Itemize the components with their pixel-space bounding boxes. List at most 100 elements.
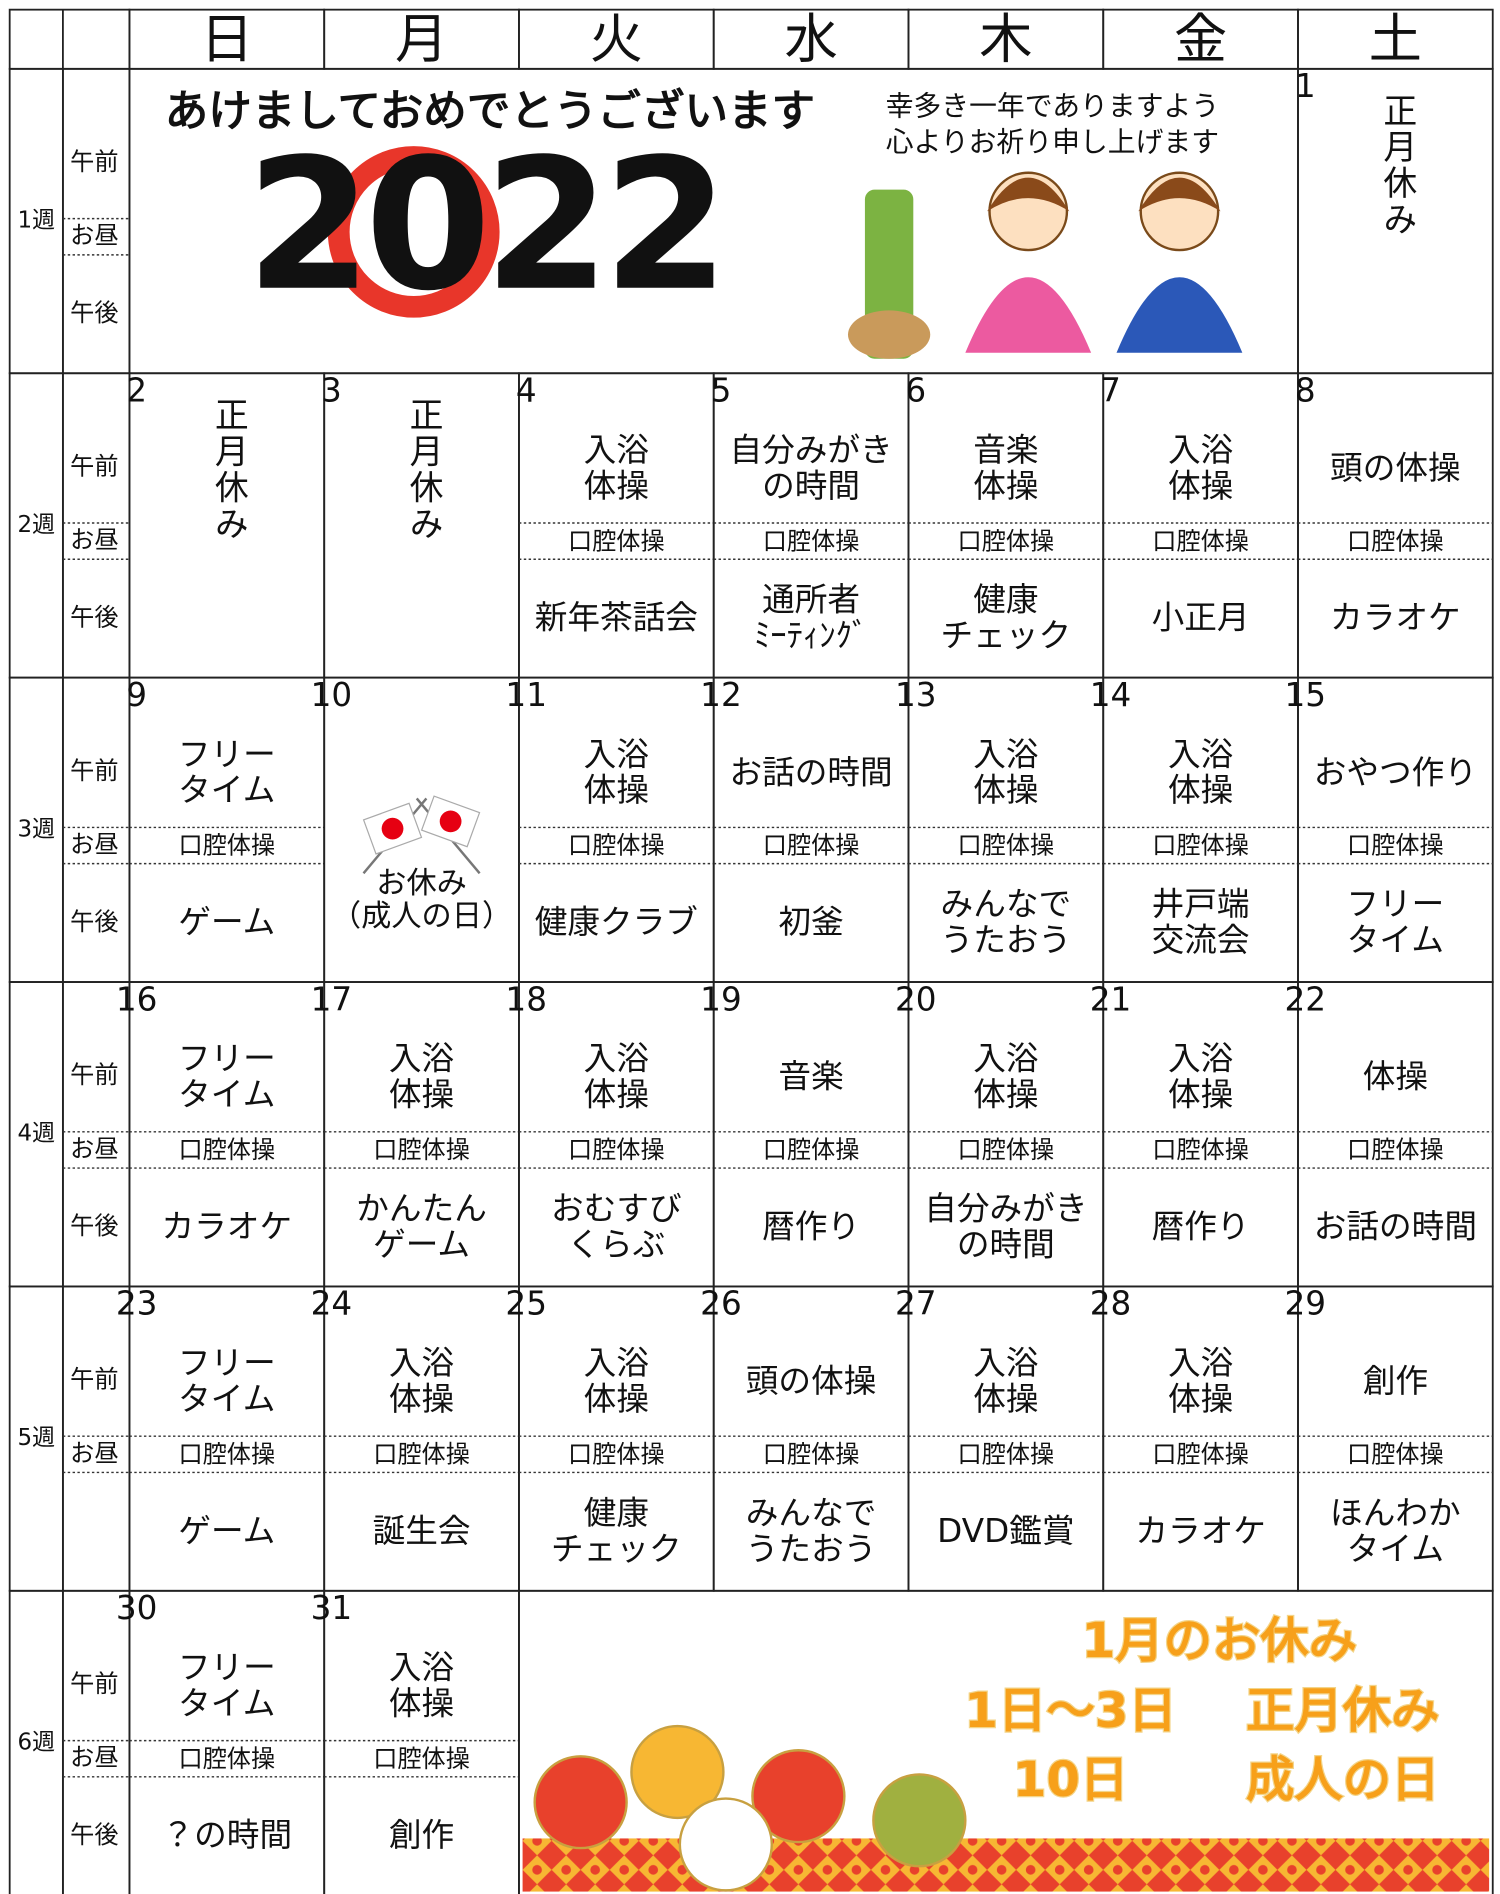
holiday-label: 正月休み: [1378, 93, 1417, 238]
afternoon-activity: うたおう: [746, 1530, 877, 1568]
kid-body: [965, 277, 1092, 353]
afternoon-activity: ほんわか: [1330, 1494, 1461, 1532]
morning-activity: 音楽: [973, 431, 1038, 469]
time-label: 午前: [70, 148, 118, 176]
morning-activity: 体操: [1168, 467, 1233, 505]
afternoon-activity: カラオケ: [1135, 1512, 1266, 1550]
morning-activity: おやつ作り: [1314, 753, 1477, 791]
time-label: 午後: [70, 603, 118, 631]
afternoon-activity: 井戸端: [1152, 885, 1250, 923]
morning-activity: タイム: [178, 1380, 275, 1418]
time-label: お昼: [70, 831, 118, 859]
day-date: 26: [700, 1285, 742, 1323]
morning-activity: フリー: [178, 735, 276, 773]
day-date: 30: [116, 1589, 158, 1627]
notice-item: 正月休み: [1246, 1683, 1440, 1739]
morning-activity: 頭の体操: [746, 1362, 877, 1400]
morning-activity: 入浴: [973, 1344, 1038, 1382]
noon-activity: 口腔体操: [1347, 1136, 1444, 1164]
banner-message: 心よりお祈り申し上げます: [886, 126, 1219, 159]
kadomatsu-base: [847, 310, 931, 359]
morning-activity: タイム: [178, 1076, 275, 1114]
time-label: お昼: [70, 1135, 118, 1163]
afternoon-activity: タイム: [1347, 1530, 1444, 1568]
afternoon-activity: 健康: [973, 581, 1038, 619]
day-date: 8: [1295, 372, 1316, 410]
noon-activity: 口腔体操: [957, 1441, 1054, 1469]
time-label: お昼: [70, 1439, 118, 1467]
time-label: 午前: [70, 757, 118, 785]
afternoon-activity: 健康: [584, 1494, 649, 1532]
week-label: 3週: [17, 816, 55, 842]
closed-label: お休み: [376, 866, 467, 901]
morning-activity: 入浴: [584, 735, 649, 773]
banner-message: 幸多き一年でありますよう: [886, 90, 1220, 123]
morning-activity: 入浴: [1168, 1040, 1233, 1078]
afternoon-activity: 創作: [389, 1816, 454, 1854]
day-date: 6: [905, 372, 926, 410]
weekday-label: 木: [979, 9, 1032, 71]
weekday-label: 月: [395, 9, 448, 71]
time-label: 午後: [70, 908, 118, 936]
weekday-label: 金: [1174, 9, 1227, 71]
closed-label: （成人の日）: [331, 899, 512, 934]
notice-flower: [751, 1749, 846, 1844]
morning-activity: 体操: [973, 771, 1038, 809]
day-date: 9: [126, 676, 147, 714]
afternoon-activity: うたおう: [941, 921, 1072, 959]
morning-activity: 体操: [973, 467, 1038, 505]
day-date: 25: [505, 1285, 547, 1323]
week-label: 1週: [17, 208, 55, 234]
noon-activity: 口腔体操: [1347, 1441, 1444, 1469]
noon-activity: 口腔体操: [763, 1136, 860, 1164]
afternoon-activity: くらぶ: [567, 1225, 665, 1263]
flag-sun: [439, 810, 462, 833]
notice-flower: [533, 1755, 628, 1850]
day-date: 15: [1284, 676, 1326, 714]
notice-flower: [678, 1797, 773, 1892]
noon-activity: 口腔体操: [568, 832, 665, 860]
noon-activity: 口腔体操: [957, 832, 1054, 860]
afternoon-activity: ゲーム: [373, 1225, 470, 1263]
afternoon-activity: 暦作り: [1152, 1207, 1250, 1245]
day-date: 12: [700, 676, 742, 714]
day-date: 3: [321, 372, 342, 410]
notice-title: 1月のお休み: [1082, 1613, 1358, 1669]
morning-activity: 体操: [389, 1076, 454, 1114]
morning-activity: 体操: [1168, 1380, 1233, 1418]
morning-activity: 入浴: [1168, 1344, 1233, 1382]
week-label: 4週: [17, 1121, 55, 1147]
afternoon-activity: カラオケ: [1330, 599, 1461, 637]
time-label: 午前: [70, 1366, 118, 1394]
morning-activity: お話の時間: [729, 753, 892, 791]
afternoon-activity: 新年茶話会: [535, 599, 698, 637]
kid-hair: [1138, 177, 1221, 212]
afternoon-activity: ゲーム: [178, 1512, 275, 1550]
noon-activity: 口腔体操: [1152, 1441, 1249, 1469]
morning-activity: 音楽: [778, 1058, 843, 1096]
day-date: 23: [116, 1285, 158, 1323]
time-label: お昼: [70, 526, 118, 554]
notice-item: 10日: [1013, 1752, 1129, 1808]
banner-ring: [327, 146, 500, 318]
afternoon-activity: ？の時間: [162, 1816, 293, 1854]
morning-activity: 体操: [1168, 771, 1233, 809]
notice-flower: [872, 1773, 967, 1868]
morning-activity: 入浴: [584, 1344, 649, 1382]
time-label: 午前: [70, 1061, 118, 1089]
afternoon-activity: おむすび: [551, 1190, 682, 1228]
morning-activity: 体操: [389, 1380, 454, 1418]
morning-activity: 体操: [584, 467, 649, 505]
day-date: 11: [505, 676, 547, 714]
noon-activity: 口腔体操: [763, 832, 860, 860]
time-label: 午後: [70, 1212, 118, 1240]
afternoon-activity: ゲーム: [178, 903, 275, 941]
morning-activity: 体操: [1363, 1058, 1428, 1096]
day-date: 20: [895, 980, 937, 1018]
day-date: 5: [711, 372, 732, 410]
time-label: お昼: [70, 1744, 118, 1772]
day-date: 21: [1090, 980, 1132, 1018]
morning-activity: 自分みがき: [729, 431, 892, 469]
time-label: 午後: [70, 299, 118, 327]
